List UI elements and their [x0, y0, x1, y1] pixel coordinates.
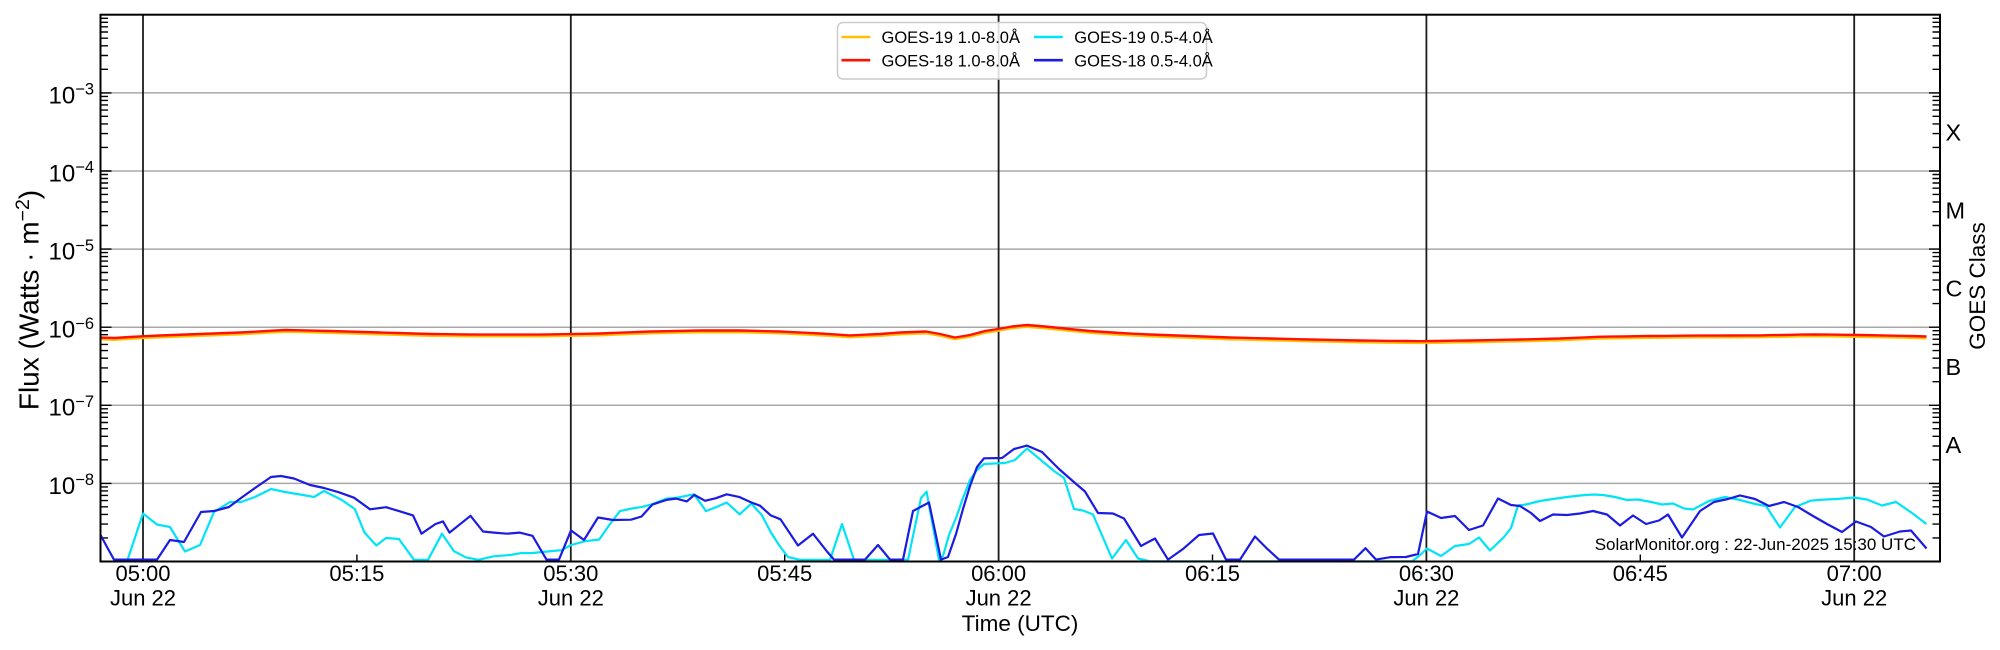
svg-text:10−8: 10−8 — [48, 471, 94, 500]
svg-text:C: C — [1946, 276, 1963, 302]
svg-text:05:30: 05:30 — [543, 561, 598, 586]
svg-text:Jun 22: Jun 22 — [110, 586, 176, 611]
svg-text:Jun 22: Jun 22 — [1393, 586, 1459, 611]
svg-text:06:00: 06:00 — [971, 561, 1026, 586]
svg-text:X: X — [1946, 119, 1962, 145]
svg-text:GOES-18 1.0-8.0Å: GOES-18 1.0-8.0Å — [882, 51, 1021, 70]
svg-text:Time (UTC): Time (UTC) — [962, 611, 1079, 636]
svg-text:10−4: 10−4 — [48, 159, 94, 188]
svg-text:A: A — [1946, 432, 1962, 458]
svg-text:05:00: 05:00 — [115, 561, 170, 586]
svg-text:GOES-19 1.0-8.0Å: GOES-19 1.0-8.0Å — [882, 28, 1021, 47]
svg-text:GOES Class: GOES Class — [1965, 222, 1990, 350]
svg-text:06:30: 06:30 — [1399, 561, 1454, 586]
svg-text:GOES-19 0.5-4.0Å: GOES-19 0.5-4.0Å — [1074, 28, 1213, 47]
svg-text:Jun 22: Jun 22 — [966, 586, 1032, 611]
svg-text:B: B — [1946, 354, 1962, 380]
svg-text:M: M — [1946, 198, 1966, 224]
svg-text:07:00: 07:00 — [1827, 561, 1882, 586]
svg-text:05:15: 05:15 — [329, 561, 384, 586]
svg-text:Flux (Watts · m−2): Flux (Watts · m−2) — [12, 190, 45, 410]
svg-text:06:45: 06:45 — [1613, 561, 1668, 586]
svg-text:Jun 22: Jun 22 — [538, 586, 604, 611]
svg-text:GOES-18 0.5-4.0Å: GOES-18 0.5-4.0Å — [1074, 51, 1213, 70]
svg-text:Jun 22: Jun 22 — [1821, 586, 1887, 611]
svg-text:06:15: 06:15 — [1185, 561, 1240, 586]
svg-text:05:45: 05:45 — [757, 561, 812, 586]
svg-text:SolarMonitor.org : 22-Jun-2025: SolarMonitor.org : 22-Jun-2025 15:30 UTC — [1595, 535, 1916, 554]
